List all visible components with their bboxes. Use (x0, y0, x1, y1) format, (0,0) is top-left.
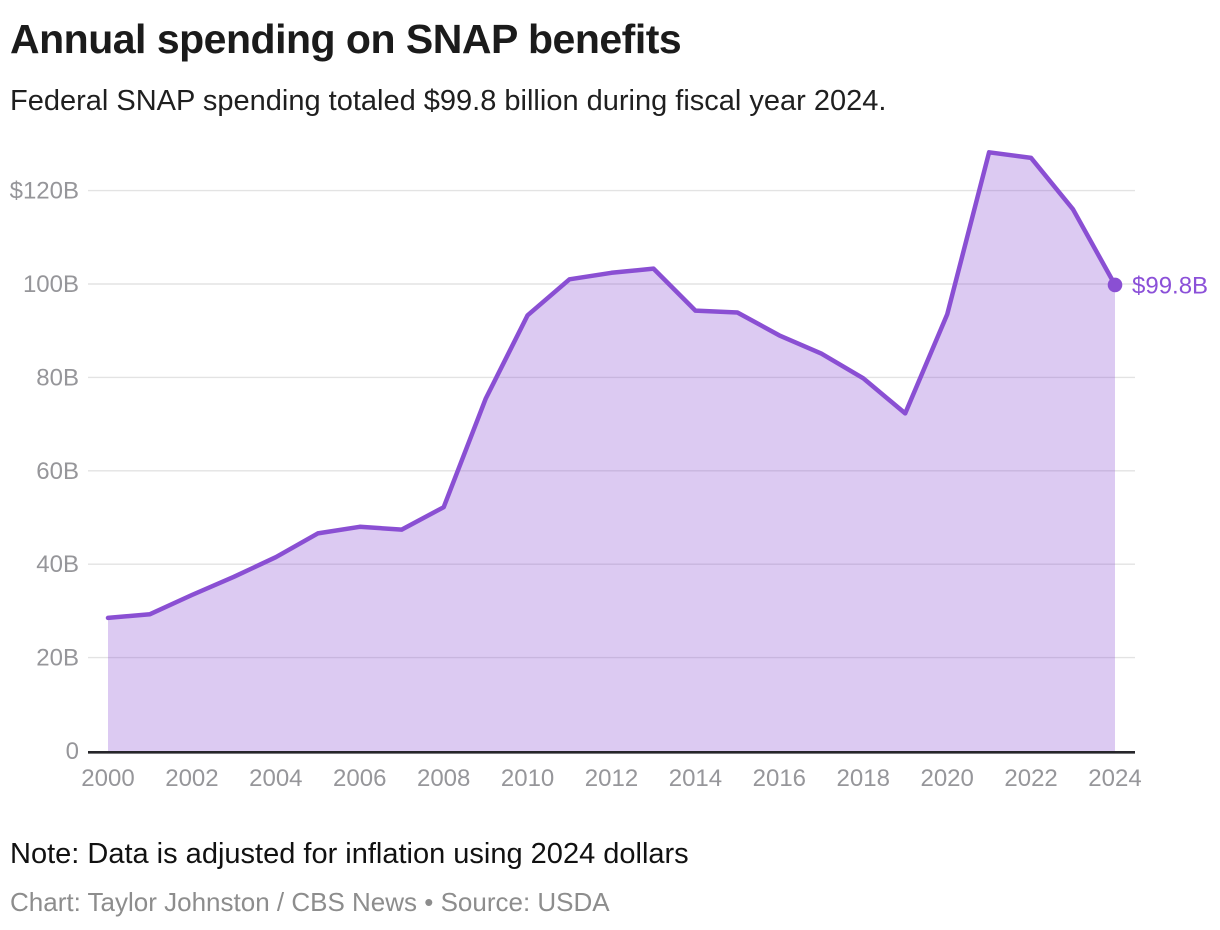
x-tick-label: 2024 (1088, 765, 1141, 792)
x-tick-label: 2016 (753, 765, 806, 792)
x-tick-label: 2014 (669, 765, 722, 792)
x-tick-label: 2000 (81, 765, 134, 792)
x-tick-label: 2004 (249, 765, 302, 792)
endpoint-value-label: $99.8B (1132, 272, 1208, 299)
chart-note: Note: Data is adjusted for inflation usi… (10, 838, 689, 870)
y-tick-label: 60B (36, 458, 79, 485)
trend-line (105, 150, 1118, 621)
x-tick-label: 2008 (417, 765, 470, 792)
y-tick-label: 0 (66, 738, 79, 765)
y-tick-label: 80B (36, 364, 79, 391)
y-tick-label: 20B (36, 645, 79, 672)
x-tick-label: 2018 (837, 765, 890, 792)
x-tick-label: 2012 (585, 765, 638, 792)
chart-subtitle: Federal SNAP spending totaled $99.8 bill… (10, 85, 887, 117)
chart-title: Annual spending on SNAP benefits (10, 16, 682, 62)
x-tick-label: 2010 (501, 765, 554, 792)
area-fill (108, 152, 1115, 752)
endpoint-dot (1107, 277, 1123, 293)
y-tick-label: $120B (10, 178, 79, 205)
x-tick-label: 2006 (333, 765, 386, 792)
y-tick-label: 40B (36, 551, 79, 578)
chart-credit: Chart: Taylor Johnston / CBS News • Sour… (10, 887, 610, 917)
x-tick-label: 2002 (165, 765, 218, 792)
y-tick-label: 100B (23, 271, 79, 298)
x-tick-label: 2020 (920, 765, 973, 792)
x-tick-label: 2022 (1004, 765, 1057, 792)
